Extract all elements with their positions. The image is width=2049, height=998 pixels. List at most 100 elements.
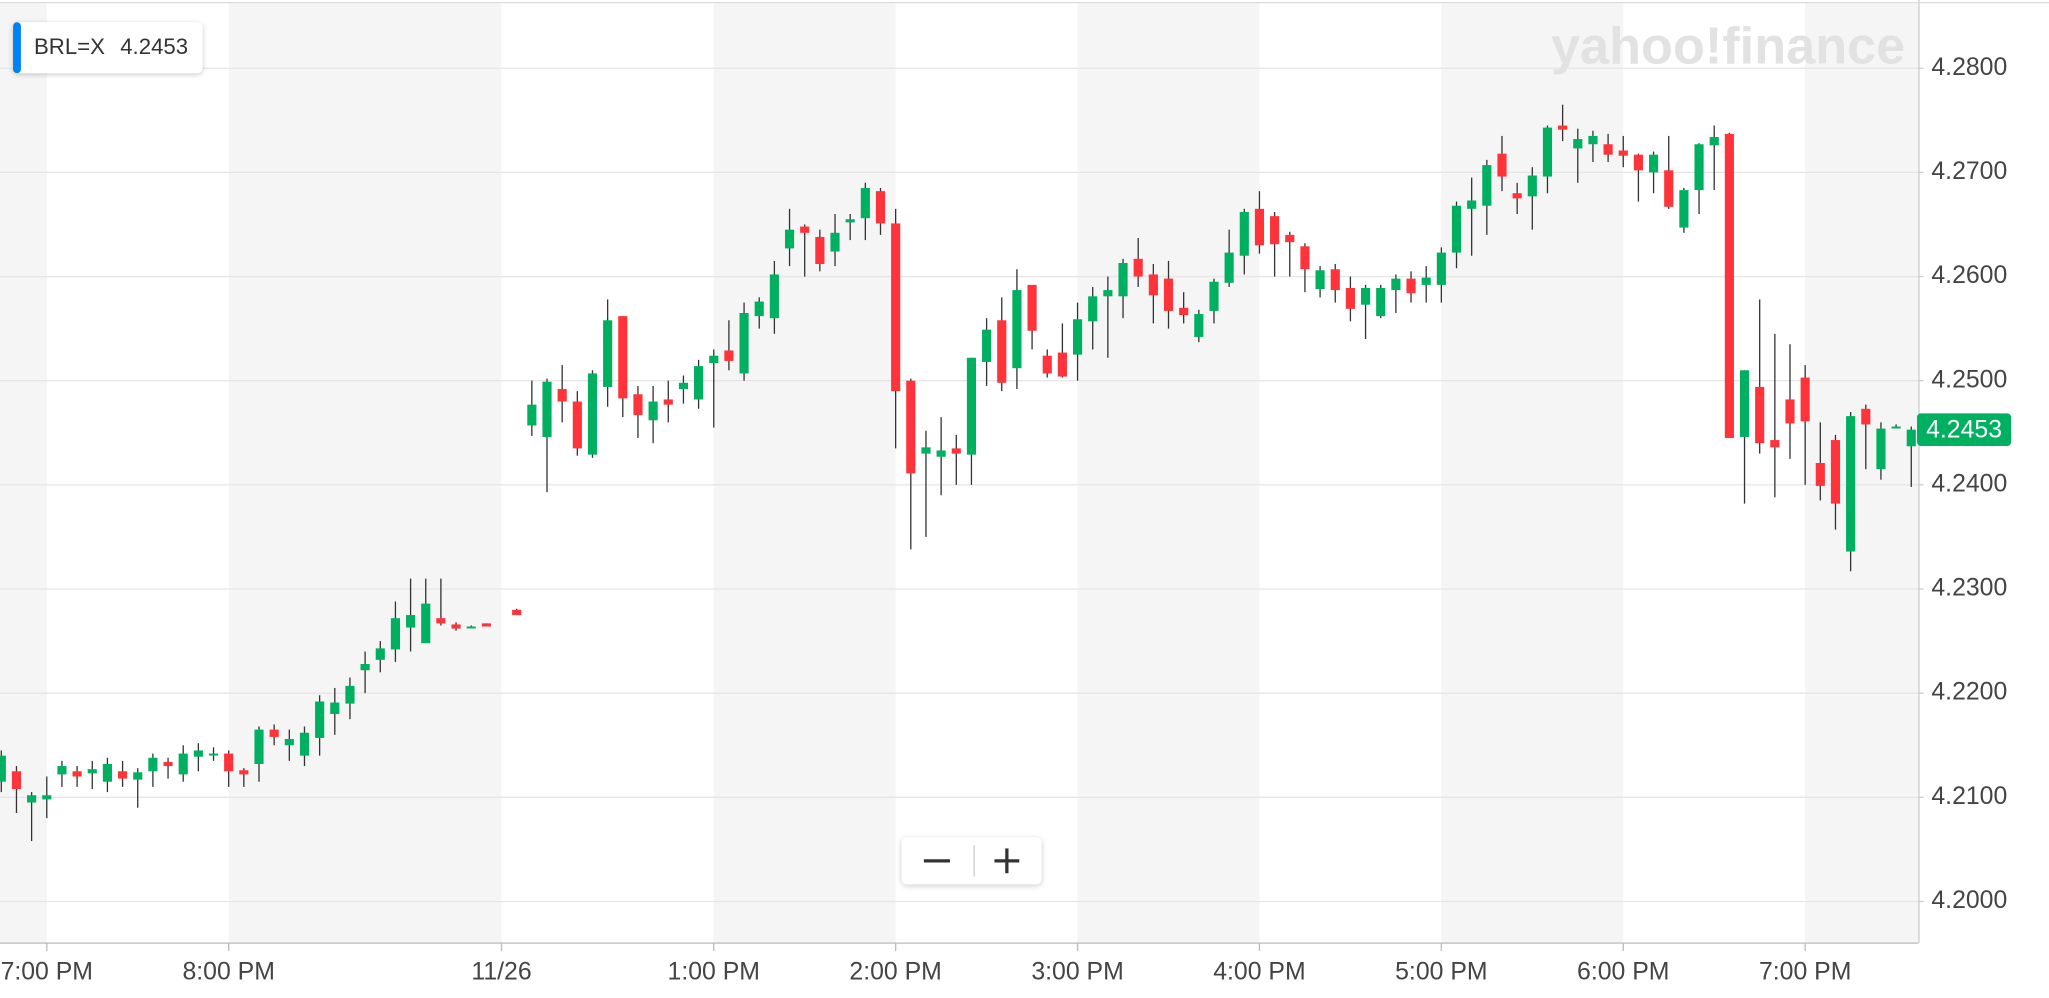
- candle-body: [1027, 284, 1037, 331]
- candle-body: [1739, 370, 1750, 437]
- candle-body: [1573, 139, 1583, 149]
- candle-body: [375, 648, 385, 660]
- y-tick-label: 4.2200: [1931, 679, 2007, 706]
- candle-body: [1694, 144, 1704, 191]
- candle-body: [1876, 428, 1886, 470]
- candle-body: [527, 404, 537, 426]
- candle-body: [1588, 135, 1598, 145]
- candle-body: [845, 219, 855, 223]
- candle-body: [603, 320, 613, 387]
- candle-body: [1254, 208, 1265, 246]
- candle-body: [936, 450, 946, 457]
- candle-body: [466, 626, 476, 629]
- candle-body: [1891, 426, 1901, 429]
- candle-body: [1103, 290, 1113, 297]
- candle-body: [163, 761, 173, 767]
- candle-body: [1815, 462, 1825, 486]
- x-tick-label: 11/26: [471, 959, 531, 986]
- candle-body: [1300, 246, 1310, 270]
- candle-body: [57, 766, 67, 775]
- candle-body: [330, 702, 340, 714]
- zoom-box: [901, 837, 1042, 885]
- y-tick-label: 4.2400: [1931, 470, 2007, 497]
- candle-body: [178, 753, 188, 775]
- candle-body: [1315, 270, 1325, 290]
- candles: [0, 104, 1916, 842]
- candle-body: [860, 188, 870, 219]
- candle-body: [1649, 154, 1659, 173]
- candle-body: [1406, 278, 1416, 294]
- candle-body: [11, 771, 22, 789]
- candle-body: [1118, 263, 1128, 297]
- candle-body: [557, 389, 567, 402]
- candle-body: [1239, 211, 1249, 256]
- candle-body: [1679, 190, 1689, 228]
- candle-body: [739, 312, 749, 374]
- candle-body: [1163, 278, 1174, 311]
- candle-body: [27, 795, 37, 803]
- candle-body: [1467, 200, 1477, 209]
- x-tick-label: 1:00 PM: [668, 959, 760, 986]
- candle-body: [436, 618, 446, 624]
- candle-body: [269, 729, 279, 737]
- candle-body: [1072, 319, 1083, 355]
- candle-body: [1709, 136, 1719, 146]
- candle-body: [618, 316, 628, 399]
- candle-body: [1497, 153, 1507, 177]
- y-tick-label: 4.2300: [1931, 575, 2007, 602]
- legend-swatch: [13, 22, 21, 74]
- candle-body: [1512, 193, 1522, 199]
- zoom-in-button[interactable]: [994, 848, 1020, 874]
- candle-body: [0, 755, 6, 782]
- candle-body: [1209, 281, 1219, 311]
- candle-body: [891, 223, 901, 392]
- candle-body: [1179, 307, 1189, 316]
- x-tick-label: 4:00 PM: [1213, 959, 1305, 986]
- candle-body: [966, 357, 977, 455]
- candle-body: [1618, 150, 1628, 156]
- x-tick-label: 7:00 PM: [1, 959, 93, 986]
- candle-body: [800, 226, 810, 233]
- y-tick-label: 4.2700: [1931, 158, 2007, 185]
- x-tick-label: 7:00 PM: [1759, 959, 1851, 986]
- candle-body: [633, 394, 643, 416]
- candle-body: [1846, 416, 1856, 552]
- candle-body: [1148, 274, 1158, 296]
- session-band: [0, 2, 47, 944]
- candle-body: [406, 615, 416, 628]
- candle-body: [784, 229, 795, 249]
- candle-body: [193, 750, 203, 757]
- candle-body: [875, 191, 886, 224]
- candle-body: [1770, 440, 1780, 448]
- candle-body: [1724, 133, 1734, 438]
- candle-body: [982, 329, 992, 362]
- legend-box: [13, 22, 203, 74]
- candle-body: [542, 381, 552, 437]
- candle-body: [360, 663, 370, 671]
- candle-body: [709, 355, 719, 363]
- y-tick-label: 4.2600: [1931, 262, 2007, 289]
- candle-body: [421, 603, 431, 644]
- candle-body: [1542, 127, 1553, 177]
- candle-body: [284, 738, 294, 746]
- legend-ticker: BRL=X: [34, 34, 105, 59]
- candle-body: [224, 753, 234, 772]
- y-tick-label: 4.2000: [1931, 887, 2007, 914]
- candle-body: [951, 448, 961, 454]
- badge-price: 4.2453: [1926, 417, 2002, 444]
- x-tick-label: 5:00 PM: [1395, 959, 1487, 986]
- candle-body: [1133, 258, 1143, 277]
- candle-body: [1633, 154, 1643, 171]
- session-bands: [0, 2, 1919, 944]
- candle-body: [315, 701, 325, 738]
- candle-body: [572, 401, 582, 449]
- candle-body: [1012, 290, 1022, 369]
- candle-body: [299, 732, 310, 756]
- candle-body: [133, 772, 143, 780]
- x-tick-label: 3:00 PM: [1031, 959, 1123, 986]
- candle-body: [72, 771, 82, 777]
- x-tick-label: 6:00 PM: [1577, 959, 1669, 986]
- candle-body: [254, 729, 264, 764]
